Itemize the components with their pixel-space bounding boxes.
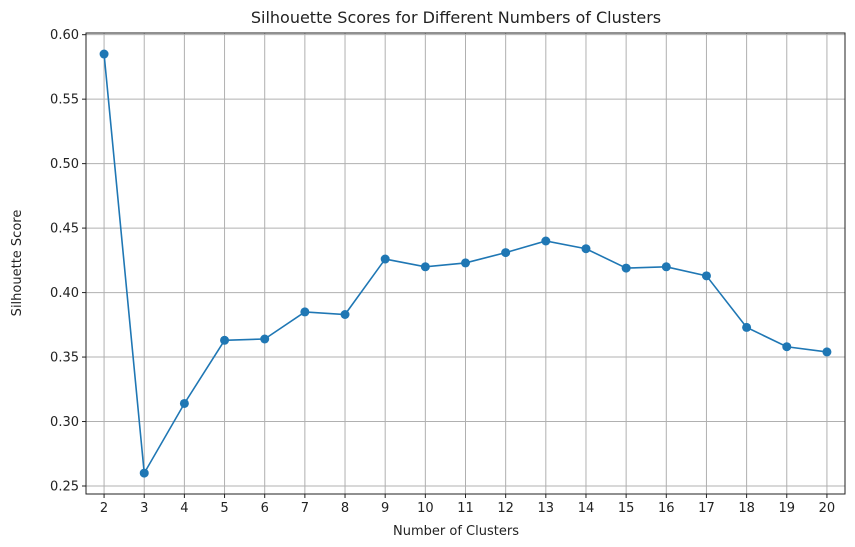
x-tick-label: 10 [417,501,434,516]
x-tick-label: 11 [457,501,474,516]
x-tick-label: 17 [698,501,715,516]
y-axis-ticks: 0.25 0.30 0.35 0.40 0.45 0.50 0.55 0.60 [50,28,86,495]
x-axis-ticks: 2 3 4 5 6 7 8 9 10 11 12 13 14 15 16 17 18 19 20 [100,494,835,516]
data-point [139,468,149,478]
y-tick-label: 0.40 [50,286,79,301]
data-point [380,254,390,264]
y-tick-label: 0.30 [50,415,79,430]
data-point [581,244,591,254]
y-tick-label: 0.50 [50,157,79,172]
x-tick-label: 16 [658,501,675,516]
x-tick-label: 12 [497,501,514,516]
x-tick-label: 13 [538,501,555,516]
y-tick-label: 0.25 [50,480,79,495]
x-tick-label: 5 [220,501,228,516]
data-point [99,49,109,59]
series-layer [99,49,832,478]
x-axis-label: Number of Clusters [393,524,519,539]
y-tick-label: 0.60 [50,28,79,43]
x-tick-label: 18 [738,501,755,516]
data-point [179,398,189,408]
data-point [300,307,310,317]
x-tick-label: 8 [341,501,349,516]
data-point [661,262,671,272]
x-tick-label: 9 [381,501,389,516]
y-axis-label: Silhouette Score [10,210,25,317]
x-tick-label: 2 [100,501,108,516]
y-tick-label: 0.35 [50,351,79,366]
y-tick-label: 0.45 [50,222,79,237]
chart-title: Silhouette Scores for Different Numbers … [251,8,661,27]
data-point [701,271,711,281]
data-point [260,334,270,344]
data-point [822,347,832,357]
data-point [461,258,470,268]
x-tick-label: 6 [261,501,269,516]
x-tick-label: 14 [578,501,595,516]
x-tick-label: 19 [778,501,795,516]
x-tick-label: 15 [618,501,635,516]
data-point [340,310,350,320]
data-point [742,322,752,332]
data-point [541,236,551,246]
data-point [782,342,792,352]
data-point [621,263,631,273]
x-tick-label: 20 [819,501,836,516]
x-tick-label: 4 [180,501,188,516]
data-point [501,248,511,258]
y-tick-label: 0.55 [50,93,79,108]
x-tick-label: 7 [301,501,309,516]
data-point [220,335,230,345]
data-point [420,262,430,272]
x-tick-label: 3 [140,501,148,516]
